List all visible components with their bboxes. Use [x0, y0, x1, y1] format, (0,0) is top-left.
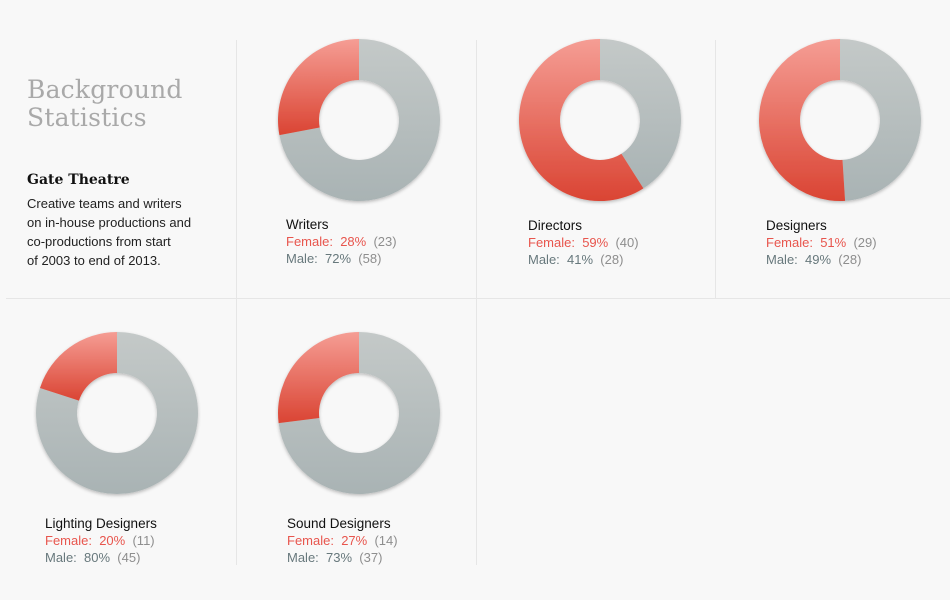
category-name: Lighting Designers [45, 516, 157, 531]
directors-donut-chart [517, 37, 683, 203]
male-label: Male: [766, 252, 798, 267]
description-line: on in-house productions and [27, 215, 192, 230]
male-stat: Male: 41% (28) [528, 251, 639, 268]
sound-designers-caption: Sound Designers Female: 27% (14) Male: 7… [287, 515, 398, 566]
male-label: Male: [286, 251, 318, 266]
male-label: Male: [528, 252, 560, 267]
organization-name: Gate Theatre [27, 172, 130, 188]
male-percent: 49% [805, 252, 832, 267]
designers-caption: Designers Female: 51% (29) Male: 49% (28… [766, 217, 877, 268]
category-name: Directors [528, 218, 583, 233]
male-slice [600, 39, 681, 189]
male-slice [279, 39, 440, 201]
male-stat: Male: 73% (37) [287, 549, 398, 566]
description-line: Creative teams and writers [27, 196, 182, 211]
male-count: (37) [359, 550, 383, 565]
male-count: (58) [358, 251, 382, 266]
female-label: Female: [528, 235, 575, 250]
donut-svg [278, 332, 440, 494]
female-percent: 59% [582, 235, 609, 250]
category-name: Designers [766, 218, 827, 233]
description-line: co-productions from start [27, 234, 171, 249]
female-percent: 51% [820, 235, 847, 250]
writers-donut-chart [276, 37, 442, 203]
male-label: Male: [287, 550, 319, 565]
designers-donut-chart [757, 37, 923, 203]
female-percent: 28% [340, 234, 367, 249]
female-slice [519, 39, 644, 201]
female-stat: Female: 28% (23) [286, 233, 397, 250]
male-percent: 41% [567, 252, 594, 267]
female-count: (23) [373, 234, 397, 249]
female-label: Female: [766, 235, 813, 250]
donut-svg [519, 39, 681, 201]
writers-caption: Writers Female: 28% (23) Male: 72% (58) [286, 216, 397, 267]
female-count: (29) [853, 235, 877, 250]
female-percent: 20% [99, 533, 126, 548]
male-percent: 73% [326, 550, 353, 565]
female-label: Female: [45, 533, 92, 548]
description-line: of 2003 to end of 2013. [27, 253, 161, 268]
female-slice [278, 39, 359, 136]
female-count: (11) [132, 533, 155, 548]
female-label: Female: [286, 234, 333, 249]
donut-svg [759, 39, 922, 201]
lighting-designers-caption: Lighting Designers Female: 20% (11) Male… [45, 515, 157, 566]
sound-designers-donut-chart [276, 330, 442, 496]
male-slice [840, 39, 922, 201]
row-divider [6, 298, 950, 299]
donut-svg [278, 39, 440, 201]
directors-caption: Directors Female: 59% (40) Male: 41% (28… [528, 217, 639, 268]
female-stat: Female: 59% (40) [528, 234, 639, 251]
male-stat: Male: 49% (28) [766, 251, 877, 268]
male-count: (28) [600, 252, 624, 267]
male-slice [278, 332, 440, 494]
title-line-1: Background [27, 75, 183, 104]
column-divider [236, 40, 237, 565]
column-divider [476, 40, 477, 565]
female-slice [39, 332, 117, 401]
male-slice [35, 332, 198, 494]
female-stat: Female: 27% (14) [287, 532, 398, 549]
female-slice [759, 39, 846, 201]
column-divider [715, 40, 716, 298]
category-name: Writers [286, 217, 329, 232]
male-stat: Male: 72% (58) [286, 250, 397, 267]
male-count: (45) [117, 550, 141, 565]
page-title: Background Statistics [27, 76, 227, 132]
title-line-2: Statistics [27, 103, 147, 132]
female-stat: Female: 20% (11) [45, 532, 157, 549]
male-percent: 72% [325, 251, 352, 266]
male-count: (28) [838, 252, 862, 267]
category-name: Sound Designers [287, 516, 391, 531]
female-count: (40) [615, 235, 639, 250]
female-percent: 27% [341, 533, 368, 548]
female-label: Female: [287, 533, 334, 548]
female-count: (14) [374, 533, 398, 548]
female-slice [278, 332, 359, 424]
female-stat: Female: 51% (29) [766, 234, 877, 251]
description: Creative teams and writers on in-house p… [27, 194, 217, 270]
male-label: Male: [45, 550, 77, 565]
male-stat: Male: 80% (45) [45, 549, 157, 566]
male-percent: 80% [84, 550, 111, 565]
donut-svg [35, 332, 198, 494]
lighting-designers-donut-chart [34, 330, 200, 496]
